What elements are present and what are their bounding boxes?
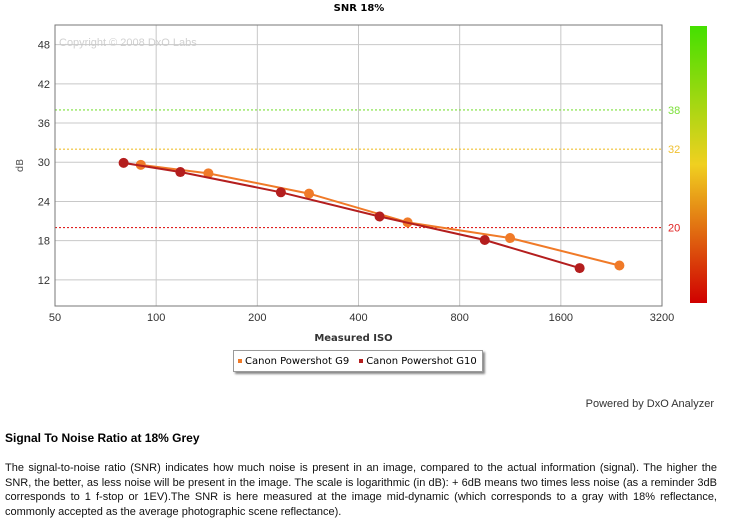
data-point-g10 — [479, 234, 490, 245]
snr-color-scale-bar — [690, 26, 707, 303]
x-tick-label: 400 — [349, 312, 367, 324]
copyright-watermark: Copyright © 2008 DxO Labs — [59, 37, 197, 49]
section-title: Signal To Noise Ratio at 18% Grey — [5, 431, 200, 445]
data-point-g10 — [118, 157, 129, 168]
legend-item-g10[interactable]: Canon Powershot G10 — [359, 356, 477, 367]
y-tick-label: 42 — [38, 79, 50, 91]
y-axis-label: dB — [15, 159, 26, 172]
x-tick-label: 800 — [450, 312, 468, 324]
y-tick-label: 18 — [38, 236, 50, 248]
data-point-g9 — [304, 188, 315, 199]
legend-label-g9: Canon Powershot G9 — [245, 355, 350, 367]
reference-label-32: 32 — [668, 144, 680, 156]
section-description: The signal-to-noise ratio (SNR) indicate… — [5, 462, 717, 518]
powered-by-text: Powered by DxO Analyzer — [585, 398, 714, 410]
data-point-g9 — [505, 233, 516, 244]
chart-legend: Canon Powershot G9 Canon Powershot G10 — [233, 350, 483, 372]
data-point-g10 — [574, 263, 585, 274]
y-axis-ticks: 12 18 24 30 36 42 48 — [38, 40, 50, 287]
x-tick-label: 50 — [49, 312, 61, 324]
y-tick-label: 12 — [38, 275, 50, 287]
x-tick-label: 100 — [147, 312, 165, 324]
reference-lines: 38 32 20 — [55, 105, 680, 235]
legend-item-g9[interactable]: Canon Powershot G9 — [238, 356, 349, 367]
data-point-g9 — [203, 168, 214, 179]
y-tick-label: 48 — [38, 40, 50, 52]
legend-swatch-g9 — [238, 359, 242, 363]
series-line-g9 — [140, 163, 620, 267]
x-tick-label: 1600 — [549, 312, 573, 324]
x-axis-label: Measured ISO — [314, 333, 392, 344]
data-point-g9 — [614, 260, 625, 271]
series-line-g10 — [123, 161, 580, 270]
legend-label-g10: Canon Powershot G10 — [366, 355, 477, 367]
snr-chart: SNR 18% Copyright © 2008 DxO Labs 38 32 20… — [15, 3, 707, 344]
legend-swatch-g10 — [359, 359, 364, 363]
x-tick-label: 200 — [248, 312, 266, 324]
plot-border — [54, 24, 663, 307]
data-series — [118, 157, 625, 274]
data-point-g10 — [374, 211, 385, 222]
reference-label-38: 38 — [668, 105, 680, 117]
reference-label-20: 20 — [668, 223, 680, 235]
y-tick-label: 24 — [38, 196, 50, 208]
y-tick-label: 30 — [38, 157, 50, 169]
x-axis-ticks: 50 100 200 400 800 1600 3200 — [49, 312, 674, 324]
data-point-g10 — [175, 167, 186, 178]
x-tick-label: 3200 — [650, 312, 674, 324]
data-point-g10 — [275, 187, 286, 198]
y-tick-label: 36 — [38, 118, 50, 130]
chart-title: SNR 18% — [334, 3, 385, 14]
